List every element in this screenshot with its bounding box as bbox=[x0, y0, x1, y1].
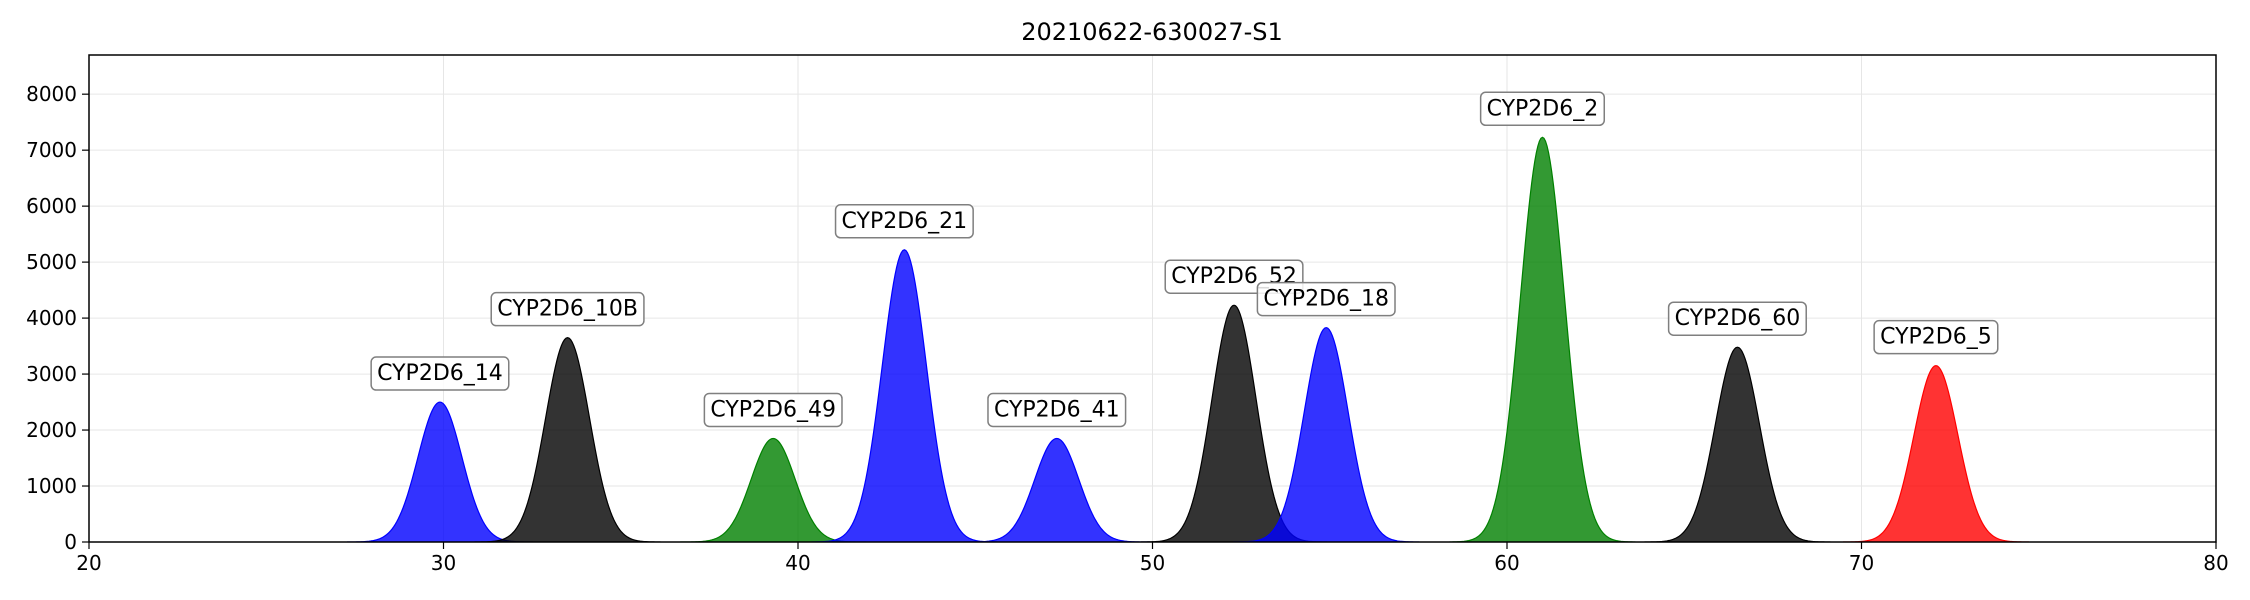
peak-CYP2D6_5 bbox=[1843, 365, 2029, 542]
peak-label-box bbox=[370, 356, 510, 391]
peak-label-text: CYP2D6_18 bbox=[1263, 287, 1389, 312]
x-tick-label: 50 bbox=[1140, 551, 1165, 575]
peak-label: CYP2D6_2 bbox=[1479, 91, 1606, 127]
x-tick-label: 60 bbox=[1494, 551, 1519, 575]
y-tick-label: 1000 bbox=[26, 474, 77, 498]
peak-label: CYP2D6_60 bbox=[1667, 301, 1807, 336]
grid bbox=[88, 55, 2217, 543]
peak-label-box bbox=[490, 291, 645, 327]
peak-label-text: CYP2D6_49 bbox=[710, 397, 836, 422]
peak-label-text: CYP2D6_14 bbox=[377, 361, 503, 386]
peak-CYP2D6_60 bbox=[1644, 346, 1831, 542]
peak-label: CYP2D6_21 bbox=[834, 204, 974, 239]
peak-label-text: CYP2D6_10B bbox=[497, 297, 638, 322]
peak-CYP2D6_14 bbox=[346, 401, 533, 542]
x-tick-label: 30 bbox=[431, 551, 456, 575]
peak-CYP2D6_21 bbox=[811, 249, 998, 542]
y-tick-label: 3000 bbox=[26, 362, 77, 386]
y-tick-label: 8000 bbox=[26, 82, 77, 106]
peak-label-text: CYP2D6_41 bbox=[994, 397, 1120, 422]
peak-label-text: CYP2D6_2 bbox=[1487, 96, 1599, 121]
peak-label-box bbox=[834, 204, 974, 239]
chart-title: 20210622-630027-S1 bbox=[1021, 18, 1283, 46]
peak-label-text: CYP2D6_60 bbox=[1675, 306, 1801, 331]
axes: 20 30 40 50 60 70 80 0 1000 2000 3000 4000 5000 6000 7… bbox=[26, 82, 2229, 575]
peak-label-text: CYP2D6_5 bbox=[1880, 325, 1992, 350]
peak-CYP2D6_10B bbox=[474, 337, 661, 542]
peak-CYP2D6_41 bbox=[963, 437, 1150, 542]
peaks bbox=[346, 136, 2029, 542]
peak-label: CYP2D6_10B bbox=[490, 291, 645, 327]
x-tick-label: 20 bbox=[76, 551, 101, 575]
y-tick-label: 0 bbox=[64, 530, 77, 554]
peak-label-box bbox=[1667, 301, 1807, 336]
peak-label-box bbox=[1873, 319, 1999, 355]
peak-label-box bbox=[1479, 91, 1606, 127]
peak-label: CYP2D6_5 bbox=[1873, 319, 1999, 355]
x-tick-label: 40 bbox=[785, 551, 810, 575]
peak-label: CYP2D6_18 bbox=[1256, 281, 1396, 317]
peak-label-box bbox=[703, 392, 843, 428]
y-tick-label: 6000 bbox=[26, 194, 77, 218]
peak-label: CYP2D6_41 bbox=[987, 392, 1127, 428]
peak-label: CYP2D6_14 bbox=[370, 356, 510, 391]
peak-CYP2D6_49 bbox=[680, 437, 867, 542]
peak-label-box bbox=[987, 392, 1127, 428]
x-tick-label: 80 bbox=[2203, 551, 2228, 575]
y-tick-label: 2000 bbox=[26, 418, 77, 442]
peak-label-text: CYP2D6_21 bbox=[842, 209, 968, 234]
peak-label: CYP2D6_49 bbox=[703, 392, 843, 428]
y-tick-label: 7000 bbox=[26, 138, 77, 162]
peak-labels: CYP2D6_14 CYP2D6_10B CYP2D6_49 CYP2D6_21 CYP… bbox=[370, 91, 1999, 428]
peak-CYP2D6_2 bbox=[1449, 136, 1636, 542]
x-tick-label: 70 bbox=[1849, 551, 1874, 575]
y-tick-label: 4000 bbox=[26, 306, 77, 330]
peak-label-box bbox=[1256, 281, 1396, 317]
y-tick-label: 5000 bbox=[26, 250, 77, 274]
peak-CYP2D6_18 bbox=[1233, 326, 1420, 542]
